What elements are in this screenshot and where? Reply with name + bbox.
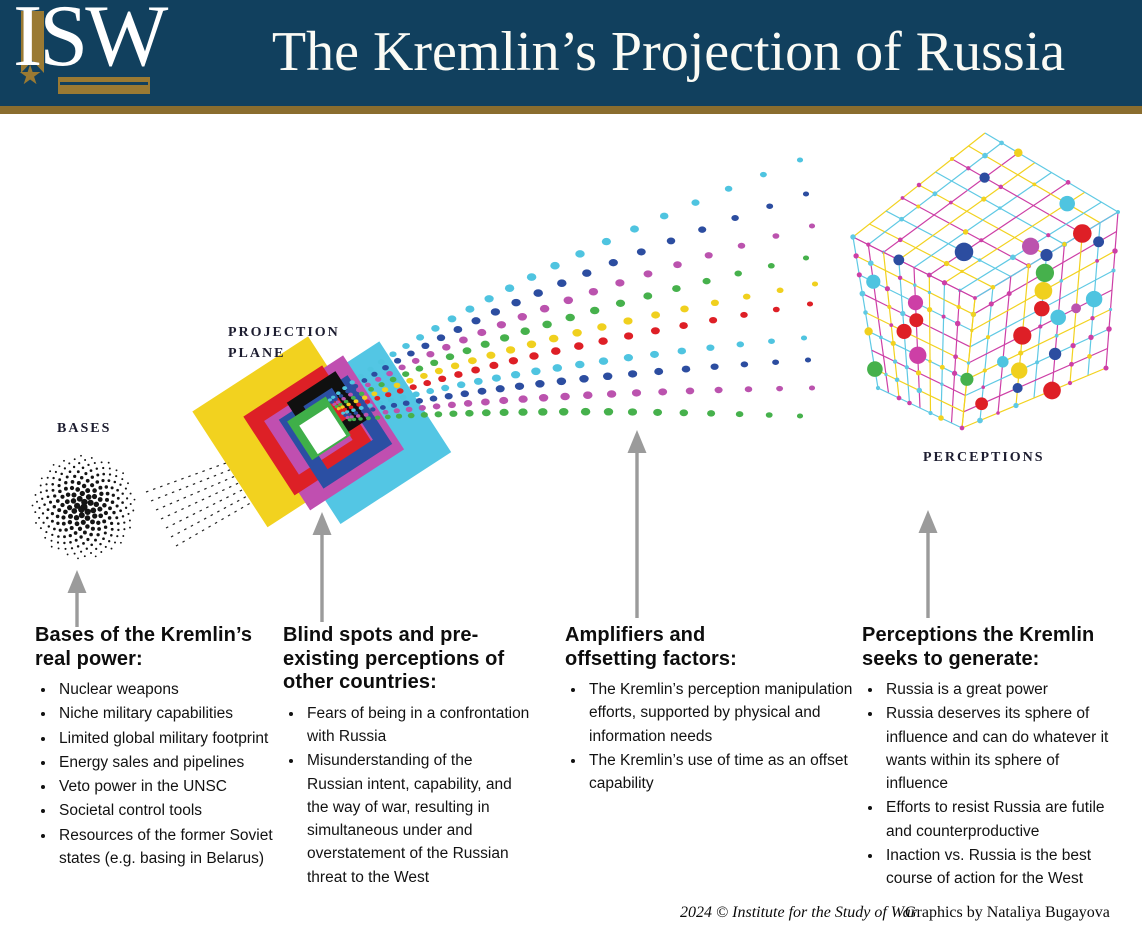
- header-banner: ISW ★ The Kremlin’s Projection of Russia: [0, 0, 1142, 114]
- list-item: The Kremlin’s use of time as an offset c…: [586, 749, 857, 796]
- column-heading: Perceptions the Kremlin seeks to generat…: [862, 624, 1095, 670]
- column-heading: Amplifiers and offsetting factors:: [565, 624, 737, 670]
- bullet-list: Russia is a great powerRussia deserves i…: [862, 678, 1114, 890]
- list-item: The Kremlin’s perception manipulation ef…: [586, 678, 857, 748]
- bullet-list: Fears of being in a confrontation with R…: [283, 702, 531, 889]
- column-blind-spots: Blind spots and pre-existing perceptions…: [283, 624, 531, 890]
- graphics-credit-text: Graphics by Nataliya Bugayova: [905, 904, 1110, 921]
- copyright-text: 2024 © Institute for the Study of War: [680, 904, 917, 921]
- list-item: Russia deserves its sphere of influence …: [883, 702, 1114, 795]
- perceptions-network-cube: [850, 132, 1120, 431]
- bases-label: BASES: [57, 421, 112, 436]
- list-item: Nuclear weapons: [56, 678, 275, 701]
- column-heading: Blind spots and pre-existing perceptions…: [283, 624, 505, 694]
- up-arrow: [67, 570, 87, 627]
- list-item: Efforts to resist Russia are futile and …: [883, 796, 1114, 843]
- list-item: Societal control tools: [56, 799, 275, 822]
- star-icon: ★: [18, 60, 43, 90]
- logo-bars: [58, 77, 150, 94]
- projection-plane-squares: [192, 336, 452, 528]
- up-arrow: [918, 510, 938, 618]
- perceptions-label: PERCEPTIONS: [923, 450, 1045, 465]
- page-title: The Kremlin’s Projection of Russia: [271, 21, 1066, 83]
- logo-text: ISW: [13, 0, 168, 85]
- logo-ribbon-icon: [21, 11, 44, 73]
- list-item: Veto power in the UNSC: [56, 775, 275, 798]
- up-arrow: [627, 430, 647, 618]
- list-item: Energy sales and pipelines: [56, 751, 275, 774]
- projection-rays: [327, 157, 819, 422]
- isw-logo: ISW ★: [0, 0, 195, 106]
- up-arrow: [312, 512, 332, 622]
- list-item: Resources of the former Soviet states (e…: [56, 824, 275, 871]
- column-bases-of-power: Bases of the Kremlin’s real power: Nucle…: [35, 624, 275, 871]
- list-item: Misunderstanding of the Russian intent, …: [304, 749, 531, 889]
- column-heading: Bases of the Kremlin’s real power:: [35, 624, 253, 670]
- list-item: Inaction vs. Russia is the best course o…: [883, 844, 1114, 891]
- list-item: Fears of being in a confrontation with R…: [304, 702, 531, 749]
- bullet-list: Nuclear weaponsNiche military capabiliti…: [35, 678, 275, 870]
- bullet-list: The Kremlin’s perception manipulation ef…: [565, 678, 857, 795]
- list-item: Niche military capabilities: [56, 702, 275, 725]
- bases-halftone-sphere: [31, 454, 136, 560]
- column-amplifiers: Amplifiers and offsetting factors: The K…: [565, 624, 857, 796]
- list-item: Limited global military footprint: [56, 727, 275, 750]
- projection-plane-label: PROJECTION PLANE: [228, 325, 340, 361]
- list-item: Russia is a great power: [883, 678, 1114, 701]
- column-perceptions: Perceptions the Kremlin seeks to generat…: [862, 624, 1114, 891]
